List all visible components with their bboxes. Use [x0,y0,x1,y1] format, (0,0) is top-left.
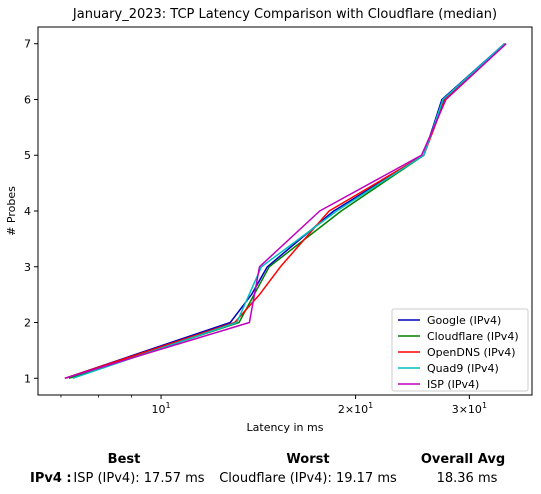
legend-label-4: ISP (IPv4) [427,378,479,391]
y-tick-label: 4 [24,205,31,218]
latency-chart: January_2023: TCP Latency Comparison wit… [5,7,533,434]
y-tick-label: 5 [24,149,31,162]
x-axis-ticks: 101 2×101 3×101 [60,395,487,416]
summary-worst-header: Worst [286,452,330,467]
y-tick-label: 2 [24,317,31,330]
y-tick-label: 1 [24,372,31,385]
summary-worst-value: Cloudflare (IPv4): 19.17 ms [219,471,397,486]
summary-best-header: Best [107,452,141,467]
legend-label-0: Google (IPv4) [427,314,501,327]
x-tick-label: 3×101 [452,401,487,416]
y-tick-label: 6 [24,93,31,106]
series-line-3 [72,43,506,380]
y-tick-label: 3 [24,261,31,274]
legend-box [391,308,529,392]
summary-best-value: ISP (IPv4): 17.57 ms [73,471,205,486]
x-tick-label: 101 [152,401,171,416]
x-tick-label: 2×101 [338,401,373,416]
y-axis-ticks: 1 2 3 4 5 6 7 [24,38,38,385]
legend-label-1: Cloudflare (IPv4) [427,330,519,343]
series-line-0 [64,43,505,380]
legend: Google (IPv4) Cloudflare (IPv4) OpenDNS (I… [391,308,529,392]
y-tick-label: 7 [24,38,31,51]
x-axis-label: Latency in ms [247,421,324,434]
summary-avg-header: Overall Avg [420,452,506,467]
legend-label-3: Quad9 (IPv4) [427,362,499,375]
y-axis-label: # Probes [5,186,18,236]
legend-label-2: OpenDNS (IPv4) [427,346,516,359]
series-line-4 [64,43,507,380]
summary-row-label: IPv4 : [30,471,72,486]
summary-avg-value: 18.36 ms [436,471,498,486]
plot-lines [64,43,507,380]
chart-title: January_2023: TCP Latency Comparison wit… [72,7,497,22]
